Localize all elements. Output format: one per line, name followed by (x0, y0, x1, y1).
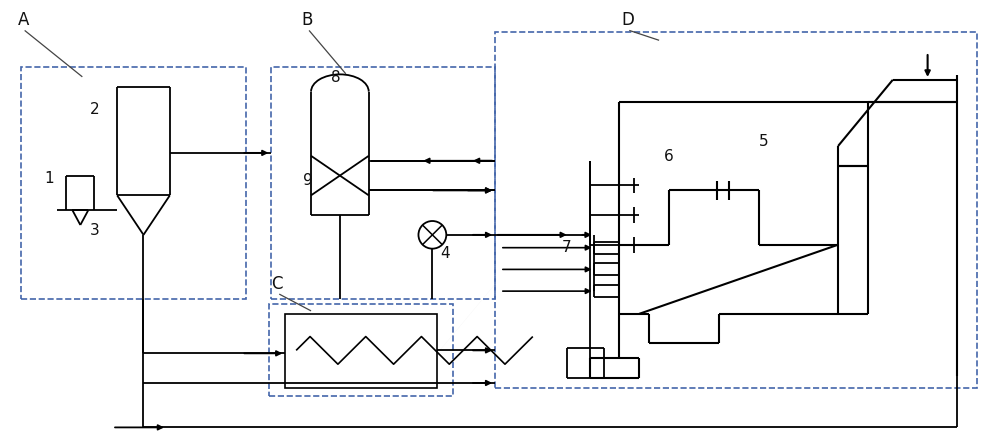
Text: 3: 3 (90, 223, 100, 238)
Text: C: C (271, 275, 283, 293)
Text: B: B (301, 11, 312, 28)
Bar (21, 67, 246, 299)
Bar (495, 32, 977, 388)
Text: 1: 1 (45, 171, 54, 186)
Bar (271, 67, 495, 299)
Text: 8: 8 (331, 70, 341, 85)
Text: D: D (621, 11, 634, 28)
Text: 5: 5 (759, 134, 768, 149)
Text: A: A (18, 11, 29, 28)
Text: 7: 7 (562, 240, 571, 254)
Text: 4: 4 (440, 246, 450, 261)
Text: 2: 2 (90, 103, 100, 117)
Bar (269, 304, 453, 396)
Text: 9: 9 (303, 174, 313, 188)
Bar (285, 314, 437, 388)
Text: 6: 6 (664, 149, 674, 164)
